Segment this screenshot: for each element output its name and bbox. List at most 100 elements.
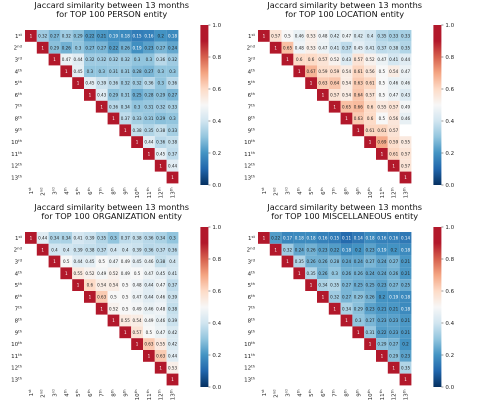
heatmap-cell bbox=[376, 232, 388, 244]
cell-value-label: 0.64 bbox=[330, 81, 340, 86]
heatmap-cell bbox=[376, 350, 388, 362]
cell-value-label: 0.29 bbox=[156, 93, 166, 98]
heatmap-cell bbox=[376, 314, 388, 327]
cell-value-label: 0.29 bbox=[354, 306, 364, 311]
heatmap-cell bbox=[387, 314, 400, 327]
cell-value-label: 0.5 bbox=[379, 81, 386, 86]
heatmap-cell bbox=[399, 373, 412, 386]
heatmap-panel-3: Jaccard similarity between 13 monthsfor … bbox=[11, 202, 222, 400]
heatmap-cell bbox=[387, 89, 400, 101]
y-tick-label: 3rd bbox=[15, 258, 23, 266]
cell-value-label: 1 bbox=[65, 271, 68, 276]
cell-value-label: 0.5 bbox=[122, 306, 129, 311]
cell-value-label: 1 bbox=[298, 69, 301, 74]
heatmap-cell bbox=[387, 77, 400, 89]
cell-value-label: 0.63 bbox=[156, 354, 166, 359]
colorbar-tick-label: 0.2 bbox=[212, 151, 221, 157]
heatmap-cell bbox=[166, 361, 179, 374]
heatmap-cell bbox=[317, 41, 329, 54]
cell-value-label: 0.3 bbox=[169, 116, 176, 121]
heatmap-cell bbox=[281, 30, 294, 42]
cell-value-label: 0.22 bbox=[377, 330, 387, 335]
heatmap-cell bbox=[340, 255, 353, 268]
cell-value-label: 0.21 bbox=[377, 306, 387, 311]
cell-value-label: 0.59 bbox=[389, 140, 399, 145]
heatmap-cell bbox=[166, 159, 179, 172]
cell-value-label: 0.31 bbox=[121, 93, 131, 98]
x-tick-label: 13th bbox=[169, 389, 177, 400]
cell-value-label: 0.47 bbox=[144, 271, 154, 276]
cell-value-label: 0.21 bbox=[401, 259, 411, 264]
cell-value-label: 0.34 bbox=[342, 306, 352, 311]
cell-value-label: 0.5 bbox=[110, 295, 117, 300]
cell-value-label: 0.31 bbox=[144, 104, 154, 109]
cell-value-label: 0.26 bbox=[121, 45, 131, 50]
colorbar-tick-label: 0.4 bbox=[212, 321, 221, 327]
heatmap-cell bbox=[154, 314, 167, 327]
heatmap-cell bbox=[154, 100, 167, 113]
cell-value-label: 0.57 bbox=[354, 57, 364, 62]
cell-value-label: 0.63 bbox=[97, 295, 107, 300]
heatmap-cell bbox=[166, 243, 179, 256]
cell-value-label: 0.47 bbox=[401, 69, 411, 74]
cell-value-label: 0.56 bbox=[366, 69, 376, 74]
cell-value-label: 1 bbox=[30, 236, 33, 241]
colorbar-tick-label: 0.0 bbox=[212, 385, 221, 391]
heatmap-cell bbox=[364, 136, 376, 148]
heatmap-cell bbox=[166, 291, 179, 303]
heatmap-cell bbox=[143, 267, 155, 280]
cell-value-label: 1 bbox=[41, 247, 44, 252]
x-tick-label: 12th bbox=[390, 187, 398, 198]
heatmap-cell bbox=[387, 65, 400, 78]
heatmap-cell bbox=[399, 302, 412, 315]
colorbar-tick-label: 0.8 bbox=[212, 55, 221, 61]
cell-value-label: 0.59 bbox=[318, 69, 328, 74]
heatmap-cell bbox=[364, 124, 376, 137]
heatmap-cell bbox=[36, 30, 49, 42]
y-tick-label: 2nd bbox=[14, 44, 23, 52]
cell-value-label: 0.63 bbox=[354, 116, 364, 121]
cell-value-label: 0.21 bbox=[401, 330, 411, 335]
y-tick-label: 9th bbox=[15, 126, 23, 134]
y-tick-label: 5th bbox=[248, 79, 256, 87]
cell-value-label: 0.6 bbox=[87, 283, 94, 288]
heatmap-cell bbox=[340, 232, 353, 244]
y-tick-label: 10th bbox=[244, 340, 255, 348]
heatmap-cell bbox=[95, 100, 108, 113]
x-tick-label: 9th bbox=[354, 389, 362, 397]
heatmap-cell bbox=[269, 232, 282, 244]
heatmap-cell bbox=[328, 100, 341, 113]
heatmap-cell bbox=[119, 243, 132, 256]
cell-value-label: 0.35 bbox=[97, 236, 107, 241]
cell-value-label: 0.26 bbox=[62, 45, 72, 50]
heatmap-cell bbox=[328, 291, 341, 303]
cell-value-label: 0.19 bbox=[133, 45, 143, 50]
cell-value-label: 0.3 bbox=[75, 45, 82, 50]
heatmap-cell bbox=[131, 255, 143, 268]
cell-value-label: 0.5 bbox=[379, 93, 386, 98]
heatmap-cell bbox=[154, 136, 167, 148]
heatmap-cell bbox=[95, 255, 108, 268]
heatmap-cell bbox=[364, 255, 376, 268]
heatmap-cell bbox=[352, 267, 365, 280]
cell-value-label: 1 bbox=[100, 306, 103, 311]
cell-value-label: 0.27 bbox=[50, 34, 60, 39]
heatmap-cell bbox=[119, 302, 132, 315]
heatmap-cell bbox=[364, 291, 376, 303]
heatmap-cell bbox=[364, 243, 376, 256]
cell-value-label: 0.5 bbox=[284, 34, 291, 39]
chart-title-line1: Jaccard similarity between 13 months bbox=[266, 202, 422, 212]
y-tick-label: 6th bbox=[15, 91, 23, 99]
x-tick-label: 9th bbox=[354, 187, 362, 195]
y-tick-label: 12th bbox=[11, 364, 22, 372]
y-tick-label: 13th bbox=[11, 376, 22, 384]
x-tick-label: 5th bbox=[307, 389, 315, 397]
heatmap-cell bbox=[131, 232, 143, 244]
x-tick-label: 8th bbox=[110, 389, 118, 397]
x-tick-label: 1st bbox=[27, 187, 35, 194]
heatmap-cell bbox=[399, 171, 412, 184]
x-tick-label: 4th bbox=[295, 187, 303, 195]
cell-value-label: 0.22 bbox=[271, 236, 281, 241]
cell-value-label: 0.38 bbox=[133, 236, 143, 241]
heatmap-cell bbox=[166, 112, 179, 125]
